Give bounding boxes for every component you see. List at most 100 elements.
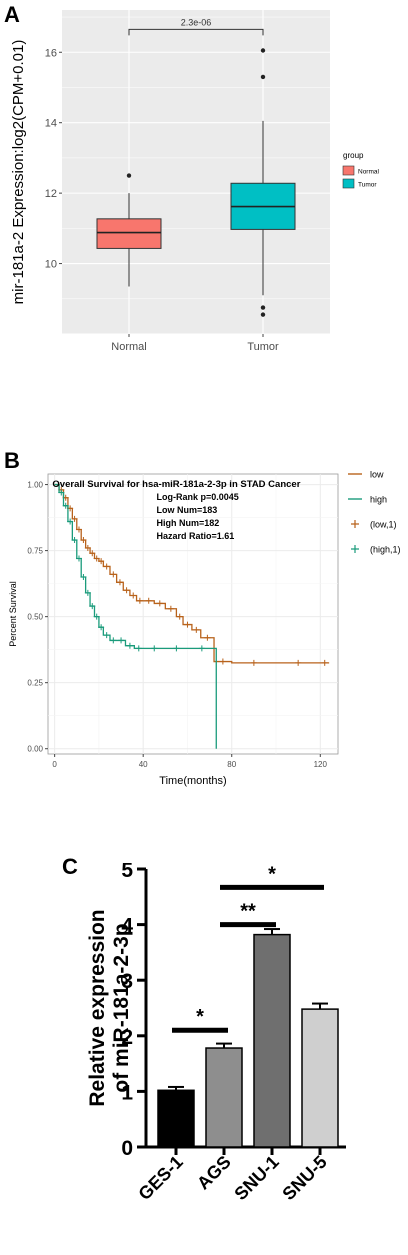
censor-mark	[219, 658, 226, 665]
significance-label: *	[196, 1006, 204, 1028]
censor-mark	[93, 555, 100, 562]
outlier-point	[126, 173, 132, 178]
y-tick-label: 16	[45, 47, 57, 59]
censor-mark	[116, 579, 123, 586]
censor-mark	[71, 515, 78, 522]
censor-mark	[156, 600, 163, 607]
censor-mark	[130, 592, 137, 599]
censor-mark	[151, 645, 158, 652]
censor-mark	[84, 544, 91, 551]
legend-censor-mark	[351, 520, 359, 528]
y-tick-label: 12	[45, 188, 57, 200]
y-axis-title: Percent Survival	[8, 581, 18, 647]
censor-mark	[135, 645, 142, 652]
legend-title: group	[343, 151, 364, 160]
censor-mark	[118, 637, 125, 644]
censor-mark	[136, 597, 143, 604]
x-tick-label: SNU-1	[230, 1152, 282, 1204]
censor-mark	[103, 632, 110, 639]
censor-mark	[98, 624, 105, 631]
box-normal	[96, 218, 162, 249]
p-value-label: 2.3e-06	[181, 17, 212, 27]
bar-snu-1	[253, 933, 291, 1148]
legend-label: (high,1)	[370, 545, 401, 555]
censor-mark	[176, 613, 183, 620]
censor-mark	[75, 526, 82, 533]
survival-chart: 0.00 0.25 0.50 0.75 1.00 0 40 80 120 Overall Surv…	[8, 470, 401, 788]
outlier-point	[260, 312, 266, 317]
legend-swatch	[342, 165, 355, 176]
legend-label: low	[370, 470, 384, 480]
stats-line: High Num=182	[156, 518, 219, 528]
stats-line: Log-Rank p=0.0045	[156, 492, 238, 502]
y-tick-label: 3	[121, 970, 133, 993]
panel-label-a: A	[4, 2, 20, 27]
outlier-point	[260, 74, 266, 80]
panel-label-c: C	[62, 854, 78, 879]
y-tick-label: 0.00	[27, 745, 43, 754]
x-tick-label: 80	[227, 760, 236, 769]
boxplot-chart: 10 12 14 16 Normal Tumor 2.3e-06 mir-181a-2 Exp…	[10, 10, 380, 353]
x-tick-label: 40	[139, 760, 148, 769]
outlier-point	[260, 48, 266, 53]
bar-ags	[205, 1047, 243, 1148]
bar-snu-5	[301, 1008, 339, 1148]
censor-mark	[110, 571, 117, 578]
censor-mark	[80, 574, 87, 581]
censor-mark	[93, 613, 100, 620]
censor-mark	[71, 537, 78, 544]
legend-swatch	[342, 178, 355, 189]
y-axis-title-line1: Relative expression	[86, 909, 109, 1106]
y-axis-title: mir-181a-2 Expression:log2(CPM+0.01)	[10, 40, 27, 305]
y-tick-label: 0.50	[27, 613, 43, 622]
stats-line: Hazard Ratio=1.61	[156, 531, 234, 541]
y-tick-label: 14	[45, 118, 57, 130]
plot-frame	[47, 473, 339, 755]
x-tick-label: Normal	[111, 341, 146, 353]
censor-mark	[62, 502, 69, 509]
bar-ges-1	[157, 1089, 195, 1148]
legend-label: (low,1)	[370, 520, 397, 530]
censor-mark	[58, 489, 65, 496]
legend-label: high	[370, 495, 387, 505]
y-tick-label: 5	[121, 863, 133, 882]
censor-mark	[67, 518, 74, 525]
stats-line: Low Num=183	[156, 505, 217, 515]
y-tick-label: 0.25	[27, 679, 43, 688]
chart-title: Overall Survival for hsa-miR-181a-2-3p i…	[52, 479, 300, 490]
censor-mark	[167, 605, 174, 612]
censor-mark	[98, 558, 105, 565]
censor-mark	[89, 603, 96, 610]
y-tick-label: 4	[121, 915, 133, 938]
plot-background	[62, 10, 330, 334]
x-axis-title: Time(months)	[159, 775, 226, 787]
x-tick-label: 120	[314, 760, 328, 769]
censor-mark	[145, 597, 152, 604]
x-tick-label: 0	[52, 760, 57, 769]
y-tick-label: 1.00	[27, 481, 43, 490]
y-axis-title-line2: of miR-181a-2-3p	[110, 923, 133, 1092]
censor-mark	[184, 621, 191, 628]
censor-mark	[204, 634, 211, 641]
censor-mark	[198, 645, 205, 652]
censor-mark	[84, 589, 91, 596]
significance-bracket	[128, 28, 264, 36]
censor-mark	[295, 659, 302, 666]
censor-mark	[75, 555, 82, 562]
censor-mark	[173, 645, 180, 652]
censor-mark	[103, 563, 110, 570]
significance-label: *	[268, 863, 276, 885]
y-tick-label: 10	[45, 259, 57, 271]
significance-label: **	[240, 901, 256, 923]
x-tick-label: GES-1	[134, 1152, 186, 1204]
censor-mark	[250, 659, 257, 666]
censor-mark	[321, 659, 328, 666]
censor-mark	[80, 537, 87, 544]
censor-mark	[193, 626, 200, 633]
legend-label: Normal	[358, 169, 380, 176]
censor-mark	[89, 550, 96, 557]
censor-mark	[126, 642, 133, 649]
outlier-point	[260, 305, 266, 310]
y-tick-label: 0	[121, 1137, 133, 1160]
